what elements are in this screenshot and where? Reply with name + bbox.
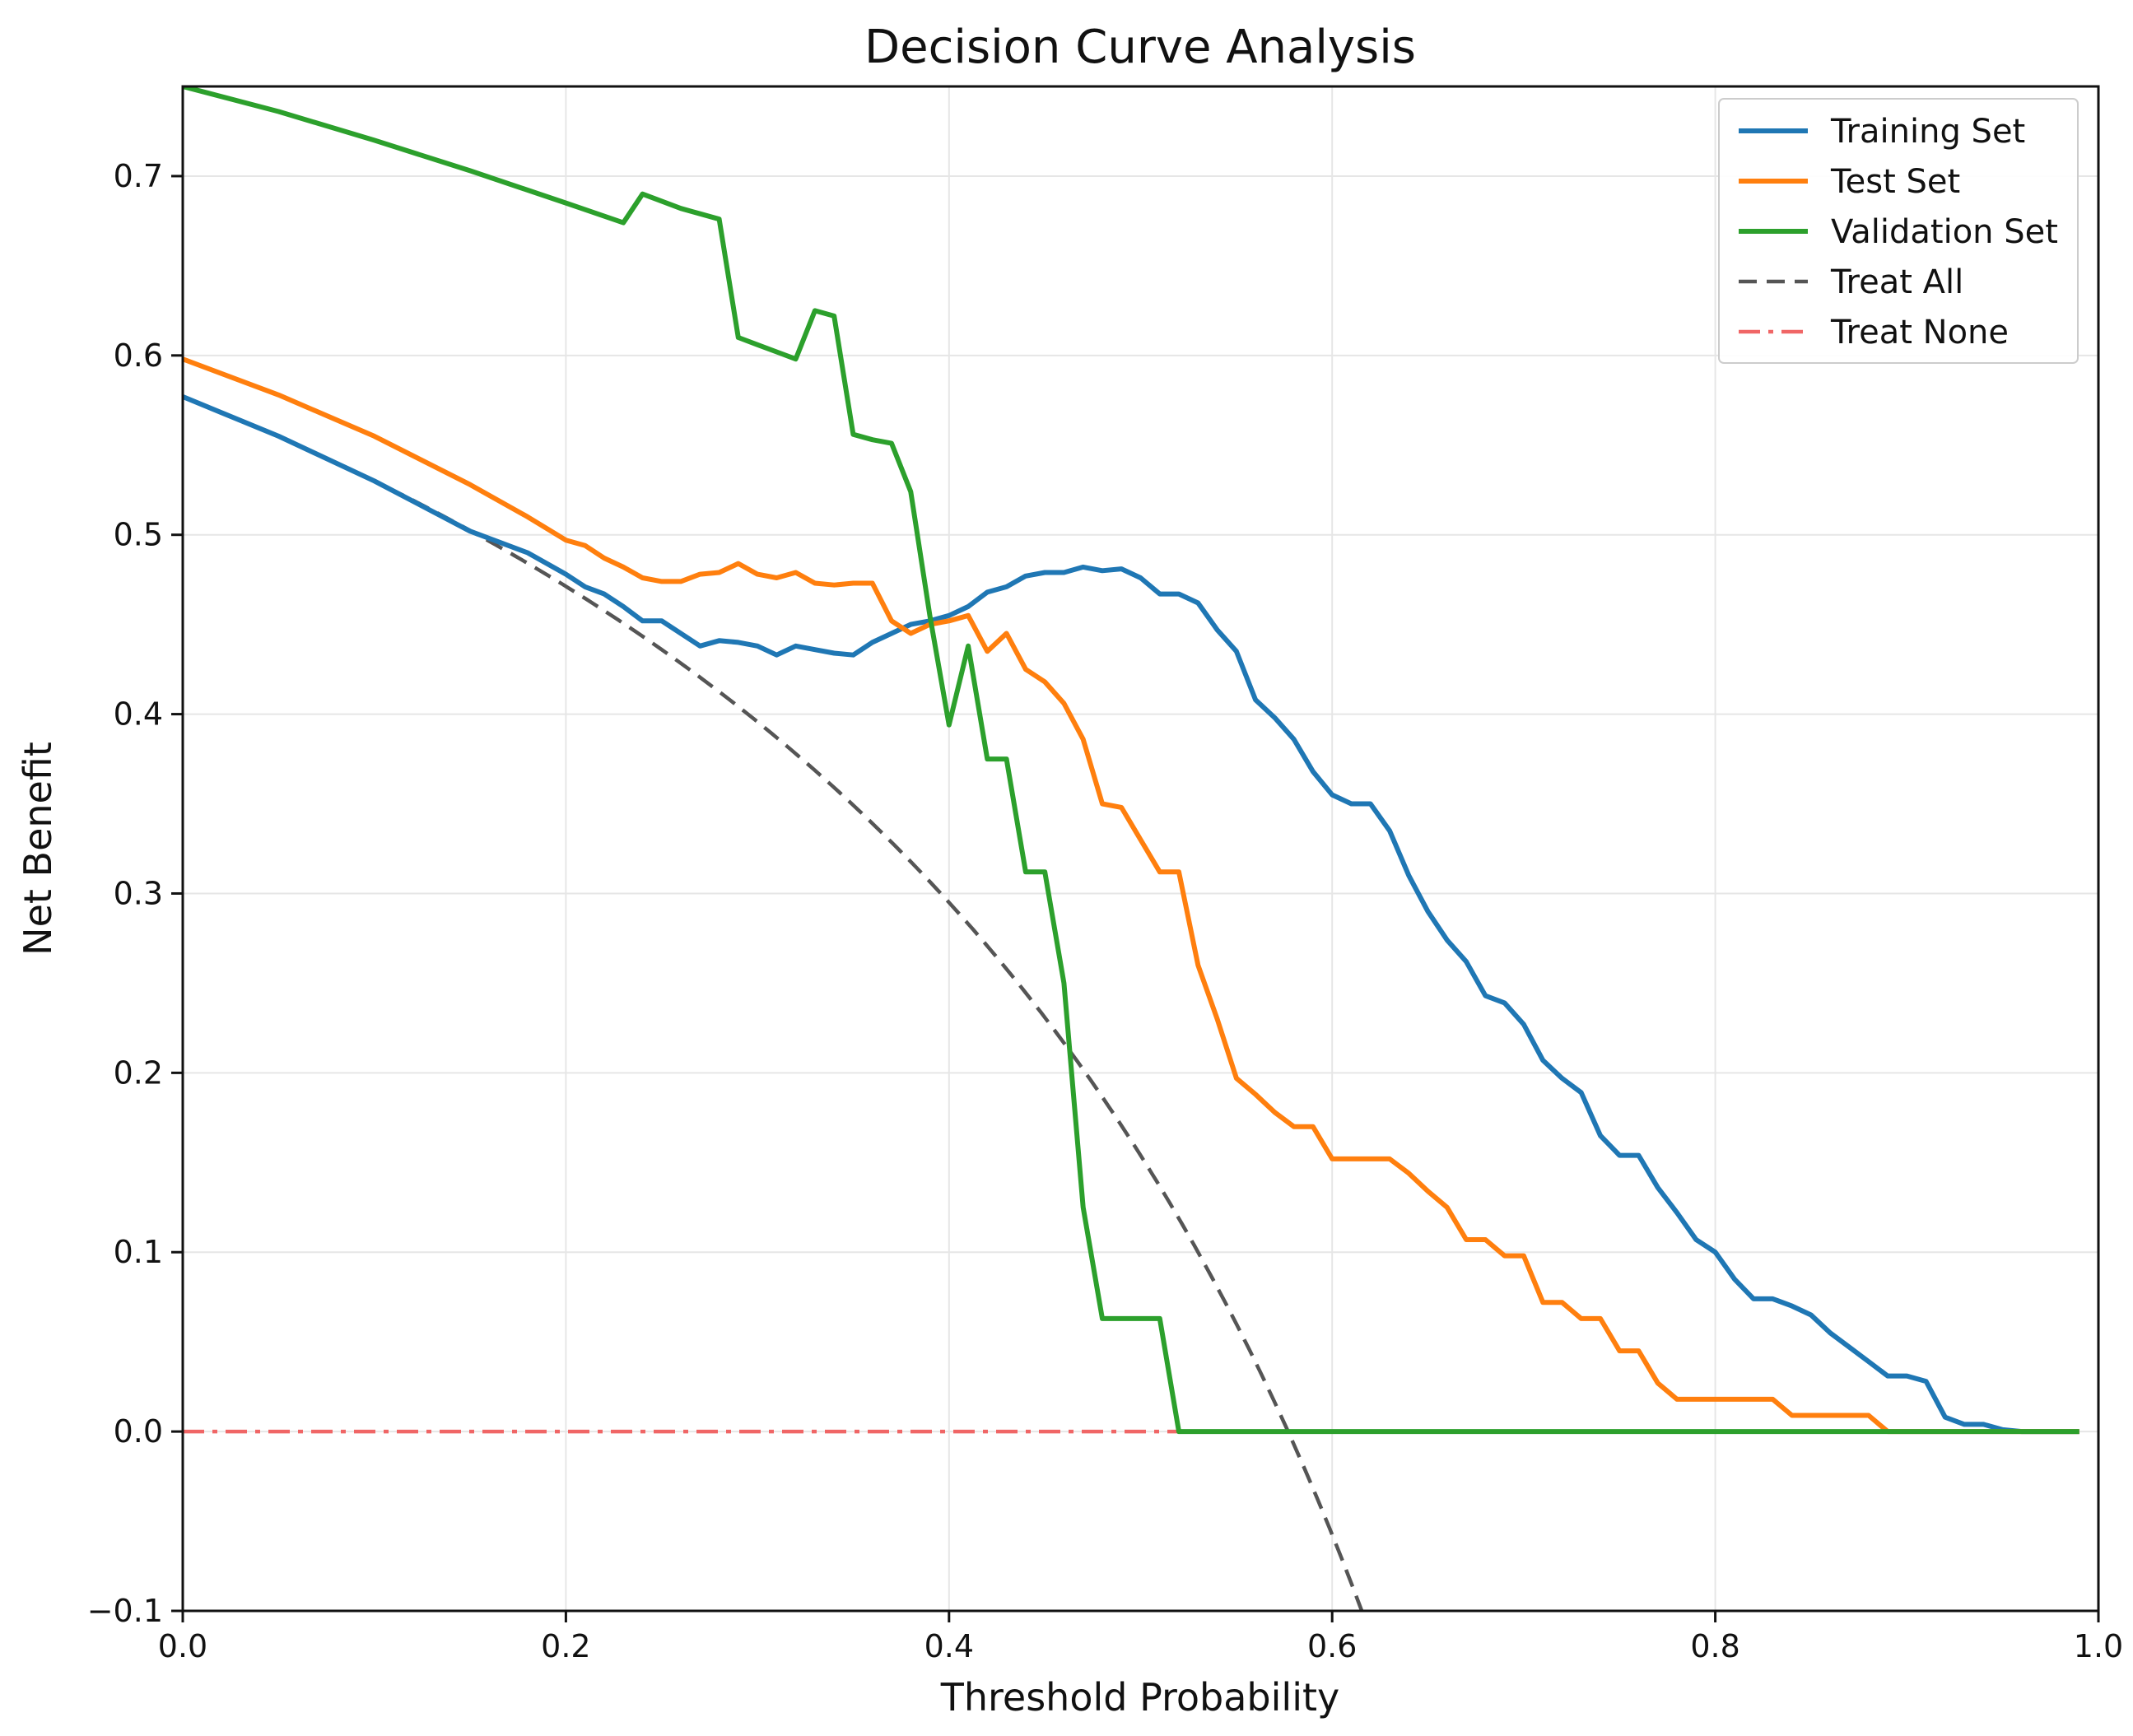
- x-tick-label: 0.6: [1307, 1628, 1357, 1664]
- series-layer: [183, 86, 2079, 1611]
- plot-frame: [181, 85, 2100, 1613]
- series-line-training-set: [183, 394, 2079, 1435]
- legend-label-test-set: Test Set: [1830, 163, 1960, 201]
- x-tick-label: 0.0: [158, 1628, 207, 1664]
- y-tick-label: 0.0: [114, 1413, 163, 1450]
- chart-title: Decision Curve Analysis: [864, 21, 1416, 74]
- x-axis-label: Threshold Probability: [940, 1675, 1339, 1720]
- legend-box: [1718, 98, 2079, 364]
- y-axis-label: Net Benefit: [16, 742, 60, 956]
- legend: Training Set Test Set Validation Set Treat …: [1718, 98, 2079, 364]
- x-tick-label: 0.8: [1690, 1628, 1739, 1664]
- series-line-treat-all: [183, 394, 1364, 1611]
- ticks: 0.0 0.2 0.4 0.6 0.8 1.0−0.10.00.10.20.30.40.5…: [87, 158, 2124, 1664]
- y-tick-label: 0.3: [114, 875, 163, 911]
- series-line-validation-set: [183, 86, 2079, 1435]
- y-tick-label: 0.1: [114, 1234, 163, 1270]
- legend-label-treat-none: Treat None: [1830, 314, 2009, 351]
- legend-label-treat-all: Treat All: [1830, 263, 1963, 301]
- x-tick-label: 0.4: [924, 1628, 974, 1664]
- y-tick-label: 0.2: [114, 1054, 163, 1091]
- y-tick-label: 0.6: [114, 337, 163, 374]
- series-line-test-set: [183, 356, 2079, 1435]
- legend-label-training-set: Training Set: [1830, 113, 2025, 151]
- y-tick-label: 0.7: [114, 158, 163, 194]
- y-tick-label: 0.5: [114, 517, 163, 553]
- x-tick-label: 1.0: [2074, 1628, 2123, 1664]
- y-tick-label: 0.4: [114, 696, 163, 733]
- x-tick-label: 0.2: [541, 1628, 590, 1664]
- y-tick-label: −0.1: [87, 1593, 163, 1629]
- legend-label-validation-set: Validation Set: [1831, 213, 2058, 251]
